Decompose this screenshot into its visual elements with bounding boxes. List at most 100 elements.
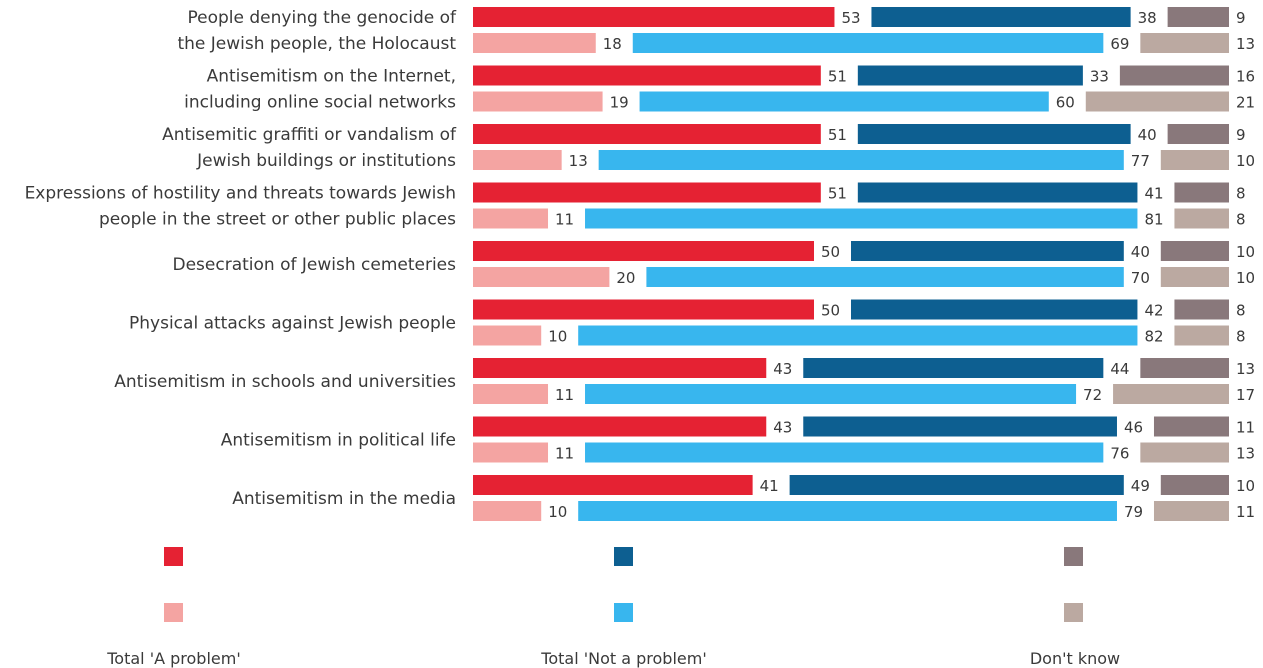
bar-not-a-problem-dark [851, 299, 1138, 320]
bar-dont-know-light [1140, 442, 1229, 463]
value-label-dont-know: 9 [1236, 126, 1246, 144]
value-label-a-problem: 51 [828, 185, 847, 203]
category-label-line: Antisemitism in the media [232, 489, 456, 509]
bar-not-a-problem-light [632, 33, 1104, 53]
category-label: Antisemitism in schools and universities [114, 372, 456, 392]
legend-swatch-dark [1064, 547, 1083, 566]
bar-dont-know-light [1160, 150, 1229, 170]
bar-dont-know-dark [1167, 7, 1229, 27]
value-label-a-problem: 51 [828, 68, 847, 86]
bar-dont-know-dark [1160, 475, 1229, 495]
bar-a-problem-dark [473, 299, 814, 320]
legend-label: Total 'A problem' [106, 649, 240, 668]
value-label-a-problem: 18 [603, 35, 622, 53]
value-label-dont-know: 17 [1236, 386, 1255, 404]
value-label-not-a-problem: 82 [1144, 328, 1163, 346]
value-label-dont-know: 8 [1236, 302, 1246, 320]
bar-not-a-problem-dark [851, 241, 1124, 261]
value-label-dont-know: 11 [1236, 419, 1255, 437]
bar-a-problem-light [473, 501, 542, 521]
bar-dont-know-dark [1160, 241, 1229, 261]
bar-not-a-problem-light [646, 267, 1124, 287]
category-label-line: Physical attacks against Jewish people [129, 314, 456, 334]
category-label-line: Desecration of Jewish cemeteries [173, 255, 457, 275]
value-label-dont-know: 8 [1236, 211, 1246, 229]
category-label-line: the Jewish people, the Holocaust [177, 34, 456, 54]
category-label: Expressions of hostility and threats tow… [25, 184, 457, 230]
value-label-a-problem: 43 [773, 360, 792, 378]
bar-a-problem-light [473, 267, 610, 287]
value-label-a-problem: 50 [821, 302, 840, 320]
value-label-not-a-problem: 60 [1056, 94, 1075, 112]
bar-dont-know-light [1113, 384, 1229, 404]
value-label-a-problem: 13 [569, 152, 588, 170]
bar-not-a-problem-light [578, 501, 1117, 521]
bar-dont-know-light [1140, 33, 1229, 53]
category-label-line: Expressions of hostility and threats tow… [25, 184, 456, 204]
value-label-a-problem: 19 [610, 94, 629, 112]
bar-not-a-problem-light [585, 442, 1104, 463]
category-label-line: Antisemitism in political life [221, 431, 456, 451]
legend-swatch-light [614, 603, 633, 622]
value-label-a-problem: 53 [841, 9, 860, 27]
value-label-a-problem: 50 [821, 243, 840, 261]
value-label-not-a-problem: 77 [1131, 152, 1150, 170]
bar-dont-know-light [1174, 325, 1229, 346]
bar-dont-know-light [1085, 91, 1229, 112]
value-label-dont-know: 10 [1236, 152, 1255, 170]
bar-a-problem-dark [473, 475, 753, 495]
bar-a-problem-light [473, 91, 603, 112]
bar-not-a-problem-dark [803, 358, 1104, 378]
bar-not-a-problem-dark [857, 65, 1083, 86]
value-label-a-problem: 10 [548, 328, 567, 346]
category-label: People denying the genocide of the Jewish… [177, 8, 457, 54]
category-label-line: people in the street or other public pla… [99, 210, 456, 230]
bar-dont-know-dark [1140, 358, 1229, 378]
bar-a-problem-dark [473, 7, 835, 27]
legend: Total 'A problem' Total 'Not a problem' Do… [106, 547, 1120, 668]
category-label-line: Antisemitism on the Internet, [207, 67, 456, 87]
bar-not-a-problem-dark [871, 7, 1131, 27]
bar-dont-know-dark [1174, 182, 1229, 203]
value-label-not-a-problem: 42 [1144, 302, 1163, 320]
category-label-line: including online social networks [184, 93, 456, 113]
bar-a-problem-dark [473, 416, 767, 437]
value-label-dont-know: 10 [1236, 477, 1255, 495]
value-label-not-a-problem: 79 [1124, 503, 1143, 521]
legend-label: Don't know [1030, 649, 1120, 668]
value-label-not-a-problem: 33 [1090, 68, 1109, 86]
bar-dont-know-dark [1153, 416, 1229, 437]
category-label: Antisemitism on the Internet, including o… [184, 67, 456, 113]
legend-swatch-dark [614, 547, 633, 566]
category-label-line: People denying the genocide of [188, 8, 458, 28]
bar-a-problem-dark [473, 65, 821, 86]
value-label-a-problem: 20 [616, 269, 635, 287]
value-label-dont-know: 8 [1236, 328, 1246, 346]
value-label-a-problem: 51 [828, 126, 847, 144]
bar-not-a-problem-light [578, 325, 1138, 346]
bar-not-a-problem-dark [803, 416, 1117, 437]
category-label: Antisemitism in political life [221, 431, 456, 451]
bar-dont-know-dark [1174, 299, 1229, 320]
bar-a-problem-light [473, 384, 549, 404]
bar-a-problem-dark [473, 358, 767, 378]
legend-swatch-light [164, 603, 183, 622]
category-label: Desecration of Jewish cemeteries [173, 255, 457, 275]
category-label-line: Jewish buildings or institutions [196, 151, 456, 171]
bar-not-a-problem-light [585, 208, 1138, 229]
bar-dont-know-light [1153, 501, 1229, 521]
category-label: Physical attacks against Jewish people [129, 314, 456, 334]
value-label-not-a-problem: 41 [1144, 185, 1163, 203]
bar-not-a-problem-light [585, 384, 1077, 404]
bar-dont-know-light [1174, 208, 1229, 229]
value-label-a-problem: 10 [548, 503, 567, 521]
bar-dont-know-dark [1119, 65, 1229, 86]
value-label-not-a-problem: 69 [1110, 35, 1129, 53]
value-label-not-a-problem: 49 [1131, 477, 1150, 495]
bar-a-problem-light [473, 442, 549, 463]
value-label-not-a-problem: 40 [1138, 126, 1157, 144]
value-label-dont-know: 11 [1236, 503, 1255, 521]
category-labels: People denying the genocide of the Jewish… [25, 8, 457, 509]
value-label-not-a-problem: 81 [1144, 211, 1163, 229]
